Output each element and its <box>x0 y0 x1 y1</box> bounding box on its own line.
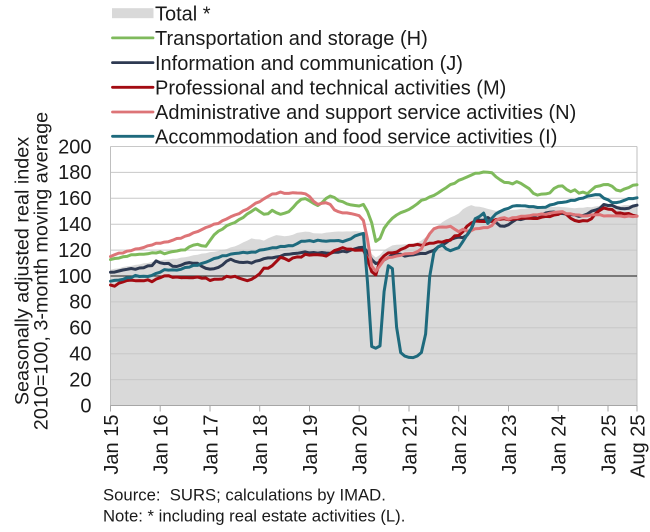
svg-text:Information and communication: Information and communication (J) <box>155 53 463 75</box>
svg-text:120: 120 <box>58 240 91 262</box>
svg-text:Jan 25: Jan 25 <box>598 415 620 475</box>
svg-text:Source: SURS; calculations by: Source: SURS; calculations by IMAD. <box>103 486 386 505</box>
svg-text:Jan 17: Jan 17 <box>200 415 222 475</box>
svg-text:Jan 22: Jan 22 <box>449 415 471 475</box>
svg-text:Professional and technical act: Professional and technical activities (M… <box>155 78 506 100</box>
svg-text:Transportation and storage (H): Transportation and storage (H) <box>155 28 428 50</box>
svg-text:160: 160 <box>58 188 91 210</box>
svg-text:80: 80 <box>69 292 91 314</box>
svg-text:140: 140 <box>58 214 91 236</box>
svg-text:100: 100 <box>58 266 91 288</box>
svg-text:Jan 24: Jan 24 <box>549 415 571 475</box>
svg-text:20: 20 <box>69 369 91 391</box>
svg-text:Seasonally adjusted real index: Seasonally adjusted real index <box>12 137 34 405</box>
svg-text:180: 180 <box>58 162 91 184</box>
svg-text:Jan 23: Jan 23 <box>499 415 521 475</box>
svg-text:Jan 16: Jan 16 <box>151 415 173 475</box>
svg-text:200: 200 <box>58 136 91 158</box>
svg-text:Note: * including real estate: Note: * including real estate activities… <box>103 507 405 526</box>
svg-text:Jan 20: Jan 20 <box>350 415 372 475</box>
svg-text:Jan 15: Jan 15 <box>101 415 123 475</box>
svg-text:40: 40 <box>69 344 91 366</box>
svg-text:Jan 18: Jan 18 <box>250 415 272 475</box>
svg-text:Total *: Total * <box>155 3 211 25</box>
svg-text:Jan 21: Jan 21 <box>399 415 421 475</box>
svg-text:Administrative and support ser: Administrative and support service activ… <box>155 102 576 124</box>
svg-text:Aug 25: Aug 25 <box>627 415 649 478</box>
svg-text:0: 0 <box>80 395 91 417</box>
svg-text:Accommodation and food service: Accommodation and food service activitie… <box>155 127 557 149</box>
svg-text:60: 60 <box>69 318 91 340</box>
svg-text:Jan 19: Jan 19 <box>300 415 322 475</box>
svg-text:2010=100, 3-month moving avera: 2010=100, 3-month moving average <box>31 112 53 430</box>
